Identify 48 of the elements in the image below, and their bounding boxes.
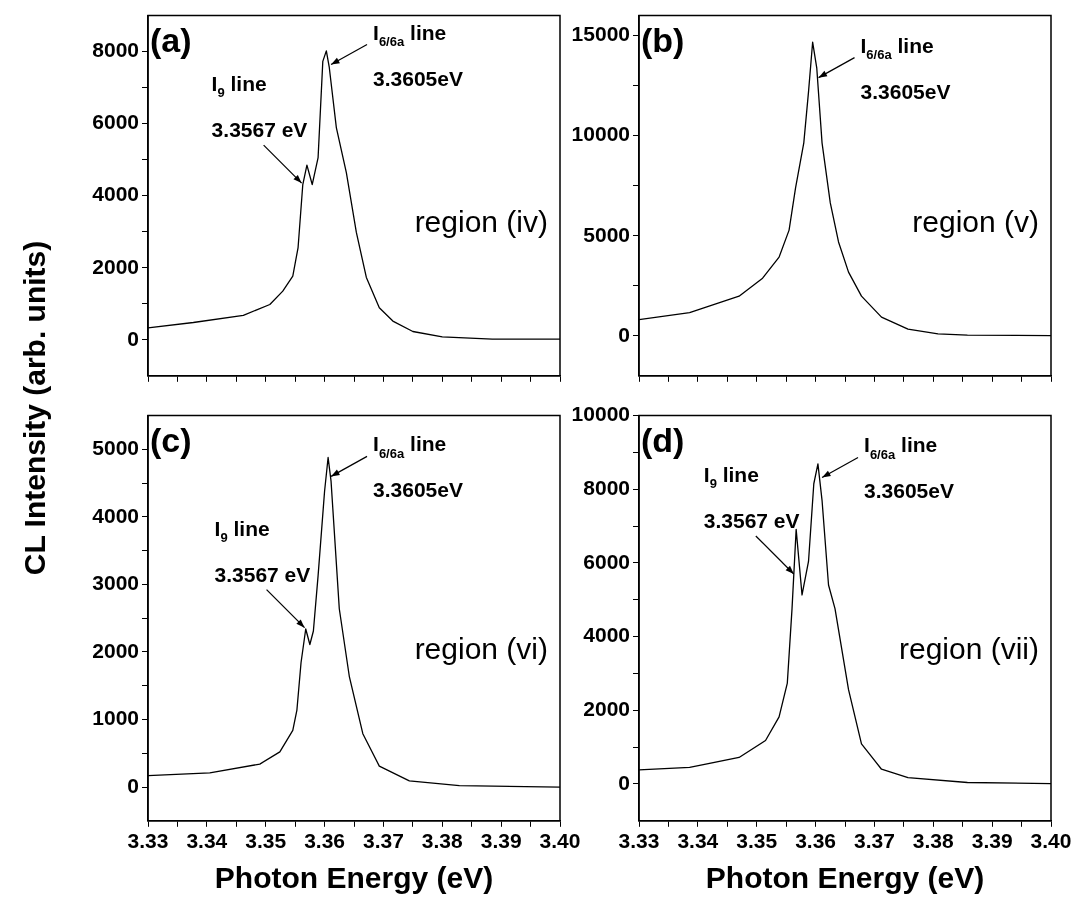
annotation: region (vi)	[414, 631, 548, 665]
annotation: region (iv)	[414, 204, 548, 238]
x-tick-label: 3.39	[480, 829, 522, 853]
y-tick-label: 2000	[92, 638, 139, 662]
y-tick-label: 0	[127, 773, 139, 797]
x-tick-label: 3.39	[971, 829, 1013, 853]
y-tick-label: 10000	[571, 402, 630, 426]
x-tick-label: 3.33	[127, 829, 169, 853]
x-tick-label: 3.37	[362, 829, 404, 853]
x-tick-label: 3.40	[539, 829, 581, 853]
chart-title: (d)	[641, 420, 685, 459]
x-tick-label: 3.35	[736, 829, 778, 853]
x-tick-label: 3.38	[421, 829, 464, 853]
y-tick-label: 1000	[92, 706, 139, 730]
chart-title: (c)	[150, 420, 192, 459]
x-tick-label: 3.34	[186, 829, 228, 853]
y-tick-label: 2000	[583, 697, 630, 721]
y-tick-label: 5000	[583, 222, 630, 246]
x-tick-label: 3.36	[795, 829, 837, 853]
y-tick-label: 8000	[583, 476, 630, 500]
chart-title: (b)	[641, 20, 685, 59]
annotation: region (vii)	[898, 631, 1040, 665]
y-tick-label: 5000	[92, 436, 139, 460]
x-tick-label: 3.37	[853, 829, 895, 853]
y-tick-label: 8000	[92, 38, 139, 62]
chart-title: (a)	[150, 20, 192, 59]
y-tick-label: 3000	[92, 571, 139, 595]
y-tick-label: 4000	[92, 182, 139, 206]
y-tick-label: 4000	[92, 503, 139, 527]
y-tick-label: 6000	[583, 549, 630, 573]
x-tick-label: 3.34	[677, 829, 719, 853]
y-tick-label: 0	[618, 770, 630, 794]
x-tick-label: 3.35	[245, 829, 287, 853]
y-tick-label: 6000	[92, 110, 139, 134]
x-tick-label: 3.40	[1030, 829, 1072, 853]
y-tick-label: 0	[618, 322, 630, 346]
y-tick-label: 2000	[92, 254, 139, 278]
x-tick-label: 3.36	[304, 829, 346, 853]
x-axis-title: Photon Energy (eV)	[705, 861, 985, 895]
x-tick-label: 3.38	[912, 829, 955, 853]
y-tick-label: 0	[127, 326, 139, 350]
y-axis-title: CL Intensity (arb. units)	[17, 239, 52, 578]
y-tick-label: 15000	[571, 22, 630, 46]
y-tick-label: 4000	[583, 623, 630, 647]
x-axis-title: Photon Energy (eV)	[214, 861, 494, 895]
annotation: region (v)	[912, 204, 1040, 238]
x-tick-label: 3.33	[618, 829, 660, 853]
y-tick-label: 10000	[571, 122, 630, 146]
